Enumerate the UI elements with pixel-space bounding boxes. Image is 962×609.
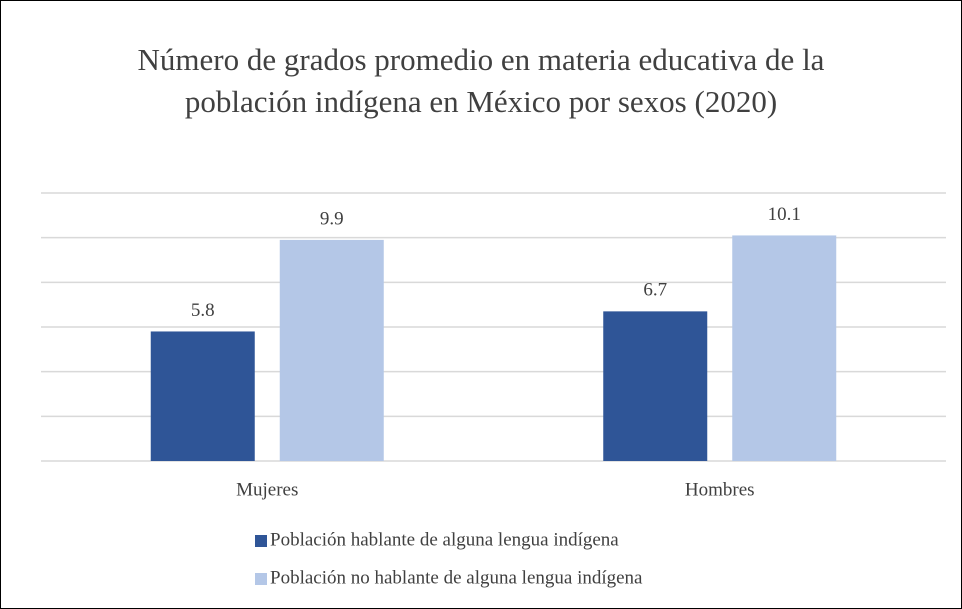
data-label: 6.7 <box>643 280 667 301</box>
bar <box>603 311 708 461</box>
legend-swatch <box>255 573 267 585</box>
x-tick-label: Mujeres <box>236 479 298 500</box>
data-label: 5.8 <box>191 300 215 321</box>
x-tick-label: Hombres <box>685 479 755 500</box>
data-label: 10.1 <box>768 204 801 225</box>
legend-swatch <box>255 535 267 547</box>
legend-label: Población hablante de alguna lengua indí… <box>270 529 619 550</box>
data-label: 9.9 <box>320 208 344 229</box>
bar <box>732 235 837 461</box>
legend-label: Población no hablante de alguna lengua i… <box>270 567 643 588</box>
bar <box>279 239 384 461</box>
bar <box>150 331 255 461</box>
chart-title: Número de grados promedio en materia edu… <box>137 42 825 119</box>
